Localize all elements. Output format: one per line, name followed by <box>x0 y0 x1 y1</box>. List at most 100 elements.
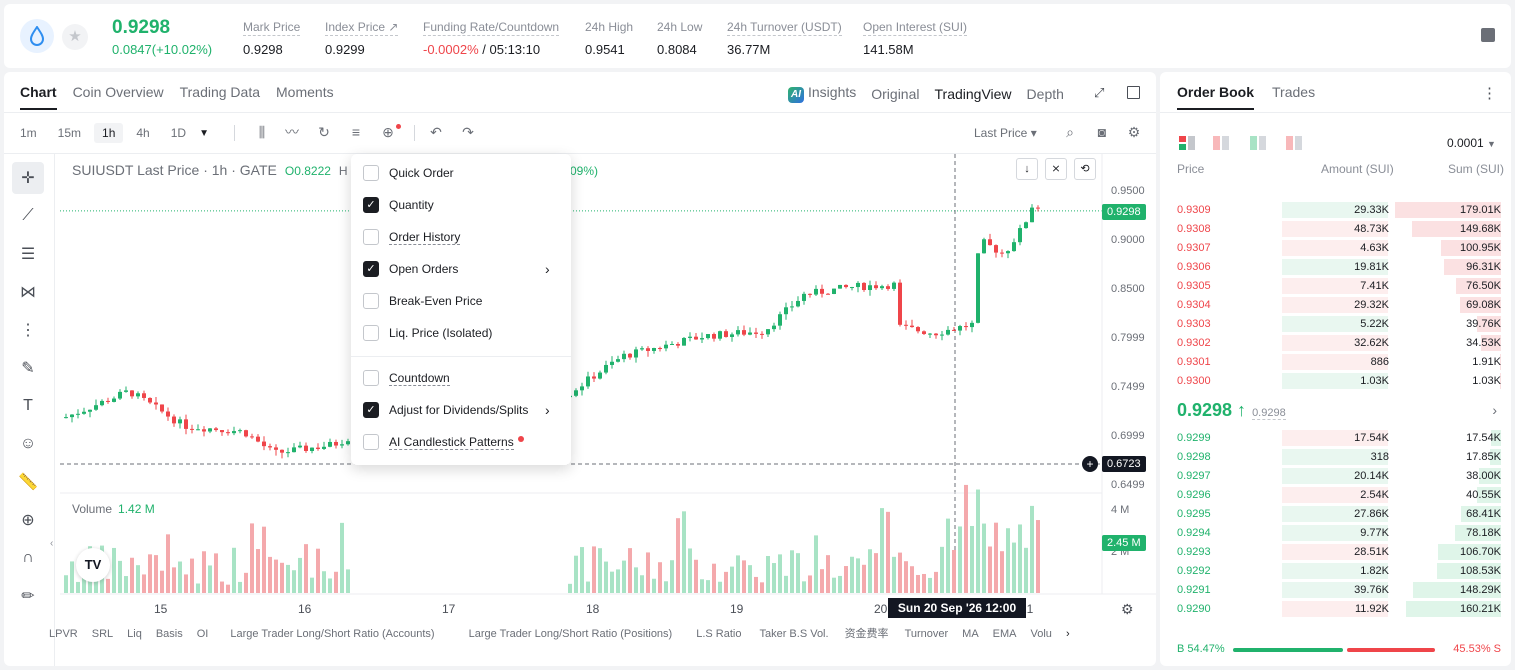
checkbox-checked[interactable]: ✓ <box>363 402 379 418</box>
zoom-in-icon[interactable]: ⊕ <box>21 512 35 529</box>
indicators-icon[interactable]: 〰 <box>285 124 299 140</box>
trendline-icon[interactable]: ⟋ <box>22 207 34 224</box>
more-icon[interactable]: ⋮ <box>1482 85 1497 102</box>
indicator-turnover[interactable]: Turnover <box>904 628 949 640</box>
collapse-arrow-icon[interactable]: ‹ <box>50 538 54 549</box>
timeframe-1d[interactable]: 1D <box>170 126 187 140</box>
indicator-ema[interactable]: EMA <box>992 628 1017 640</box>
checkbox-checked[interactable]: ✓ <box>363 197 379 213</box>
add-alert-icon[interactable]: + <box>1082 456 1098 472</box>
fib-icon[interactable]: ⋮ <box>20 322 36 339</box>
bid-row[interactable]: 0.9298 318 17.85K <box>1160 449 1511 465</box>
timeframe-4h[interactable]: 4h <box>136 126 150 140</box>
indicator-srl[interactable]: SRL <box>91 628 114 640</box>
bid-row[interactable]: 0.9291 39.76K 148.29K <box>1160 582 1511 598</box>
indicator-volume[interactable]: Volu <box>1030 628 1052 640</box>
text-icon[interactable]: T <box>23 397 33 414</box>
gear-icon[interactable]: ⚙ <box>1127 124 1141 140</box>
pencil-icon[interactable]: ✏ <box>21 588 35 605</box>
collapse-icon[interactable]: ⨯ <box>1045 158 1067 180</box>
bid-row[interactable]: 0.9297 20.14K 38.00K <box>1160 468 1511 484</box>
menu-item-countdown[interactable]: Countdown <box>363 368 450 388</box>
timeframe-15m[interactable]: 15m <box>57 126 82 140</box>
chevron-right-icon[interactable]: › <box>1065 628 1070 640</box>
ask-row[interactable]: 0.9302 32.62K 34.53K <box>1160 335 1511 351</box>
checkbox[interactable] <box>363 229 379 245</box>
indicator-taker-vol[interactable]: Taker B.S Vol. <box>759 628 829 640</box>
indicator-oi[interactable]: OI <box>196 628 209 640</box>
candle-type-icon[interactable]: ⫼ <box>258 124 266 140</box>
template-icon[interactable]: ≡ <box>351 124 361 140</box>
sui-drop-icon[interactable] <box>20 19 54 53</box>
checkbox[interactable] <box>363 325 379 341</box>
indicator-ls-positions[interactable]: Large Trader Long/Short Ratio (Positions… <box>468 628 673 640</box>
menu-item-break-even[interactable]: Break-Even Price <box>363 291 482 311</box>
brush-icon[interactable]: ✎ <box>21 360 35 377</box>
ask-row[interactable]: 0.9306 19.81K 96.31K <box>1160 259 1511 275</box>
candlestick-chart[interactable] <box>4 72 1156 666</box>
timeframe-1m[interactable]: 1m <box>20 126 37 140</box>
ask-row[interactable]: 0.9305 7.41K 76.50K <box>1160 278 1511 294</box>
tradingview-logo[interactable]: TV <box>76 548 110 582</box>
refresh-icon[interactable]: ↻ <box>318 124 330 140</box>
tab-trades[interactable]: Trades <box>1272 84 1316 100</box>
checkbox[interactable] <box>363 165 379 181</box>
checkbox[interactable] <box>363 370 379 386</box>
tab-depth[interactable]: Depth <box>1026 85 1064 102</box>
reset-view-icon[interactable]: ⟲ <box>1074 158 1096 180</box>
checkbox-checked[interactable]: ✓ <box>363 261 379 277</box>
add-indicator-icon[interactable]: ⊕ <box>382 124 394 140</box>
scroll-down-icon[interactable]: ↓ <box>1016 158 1038 180</box>
menu-item-quantity[interactable]: ✓ Quantity <box>363 195 434 215</box>
tab-order-book[interactable]: Order Book <box>1177 84 1255 110</box>
axis-settings-icon[interactable]: ⚙ <box>1121 601 1134 617</box>
menu-item-order-history[interactable]: Order History <box>363 227 461 247</box>
display-sells-icon[interactable] <box>1286 136 1302 150</box>
tab-trading-data[interactable]: Trading Data <box>179 84 261 100</box>
index-price-stat[interactable]: Index Price ↗ 0.9299 <box>325 20 399 57</box>
emoji-icon[interactable]: ☺ <box>19 435 37 452</box>
undo-icon[interactable]: ↶ <box>430 124 442 140</box>
bid-row[interactable]: 0.9292 1.82K 108.53K <box>1160 563 1511 579</box>
bid-row[interactable]: 0.9294 9.77K 78.18K <box>1160 525 1511 541</box>
chevron-down-icon[interactable]: ▼ <box>199 127 209 139</box>
camera-icon[interactable]: ◙ <box>1097 124 1107 140</box>
window-icon[interactable] <box>1127 86 1140 99</box>
indicator-funding[interactable]: 资金费率 <box>844 628 889 640</box>
menu-item-ai-patterns[interactable]: AI Candlestick Patterns <box>363 432 524 452</box>
price-source-select[interactable]: Last Price ▾ <box>974 126 1037 140</box>
menu-item-quick-order[interactable]: Quick Order <box>363 163 454 183</box>
display-asks-icon[interactable] <box>1213 136 1229 150</box>
tab-chart[interactable]: Chart <box>20 84 57 110</box>
indicator-liq[interactable]: Liq <box>127 628 142 640</box>
indicator-ls-ratio[interactable]: L.S Ratio <box>696 628 742 640</box>
timeframe-1h[interactable]: 1h <box>94 123 124 143</box>
ask-row[interactable]: 0.9303 5.22K 39.76K <box>1160 316 1511 332</box>
ask-row[interactable]: 0.9300 1.03K 1.03K <box>1160 373 1511 389</box>
menu-item-liq-price[interactable]: Liq. Price (Isolated) <box>363 323 492 343</box>
menu-item-open-orders[interactable]: ✓ Open Orders › <box>363 259 550 279</box>
guide-book-icon[interactable] <box>1481 28 1495 42</box>
display-both-icon[interactable] <box>1179 136 1195 150</box>
checkbox[interactable] <box>363 293 379 309</box>
display-bids-icon[interactable] <box>1250 136 1266 150</box>
ask-row[interactable]: 0.9301 886 1.91K <box>1160 354 1511 370</box>
redo-icon[interactable]: ↷ <box>462 124 474 140</box>
precision-select[interactable]: 0.0001 ▼ <box>1447 136 1496 150</box>
indicator-ls-accounts[interactable]: Large Trader Long/Short Ratio (Accounts) <box>230 628 435 640</box>
ask-row[interactable]: 0.9308 48.73K 149.68K <box>1160 221 1511 237</box>
checkbox[interactable] <box>363 434 379 450</box>
chevron-right-icon[interactable]: › <box>1492 402 1497 418</box>
bid-row[interactable]: 0.9290 11.92K 160.21K <box>1160 601 1511 617</box>
ask-row[interactable]: 0.9309 29.33K 179.01K <box>1160 202 1511 218</box>
tab-coin-overview[interactable]: Coin Overview <box>72 84 164 100</box>
tab-moments[interactable]: Moments <box>276 84 334 100</box>
tab-original[interactable]: Original <box>871 85 920 102</box>
crosshair-icon[interactable]: ✛ <box>12 162 44 194</box>
ruler-icon[interactable]: 📏 <box>18 474 38 491</box>
bid-row[interactable]: 0.9295 27.86K 68.41K <box>1160 506 1511 522</box>
pattern-icon[interactable]: ⋈ <box>20 284 36 301</box>
ask-row[interactable]: 0.9307 4.63K 100.95K <box>1160 240 1511 256</box>
ask-row[interactable]: 0.9304 29.32K 69.08K <box>1160 297 1511 313</box>
indicator-basis[interactable]: Basis <box>155 628 183 640</box>
